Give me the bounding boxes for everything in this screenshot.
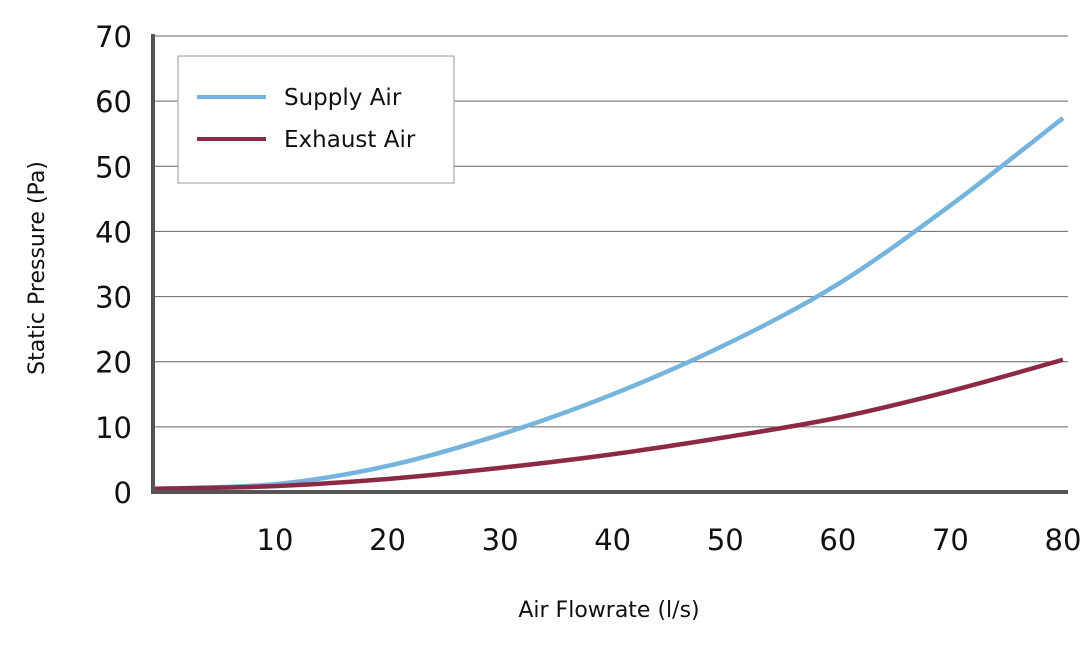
x-tick-label: 80 [1045, 523, 1082, 557]
x-tick-label: 20 [369, 523, 406, 557]
legend-label-supply-air: Supply Air [284, 85, 402, 111]
x-tick-label: 50 [707, 523, 744, 557]
y-tick-label: 0 [114, 476, 132, 510]
x-tick-label: 60 [819, 523, 856, 557]
x-tick-label: 70 [932, 523, 969, 557]
y-tick-label: 10 [95, 411, 132, 445]
x-tick-label: 10 [257, 523, 294, 557]
y-tick-label: 50 [95, 150, 132, 184]
series-line-exhaust-air [153, 357, 1064, 491]
legend-box [177, 55, 455, 184]
series-line-supply-air [153, 116, 1065, 491]
y-tick-labels: 0 10 20 30 40 50 60 70 [95, 20, 132, 510]
y-axis-label: Static Pressure (Pa) [25, 161, 50, 375]
y-tick-label: 60 [95, 85, 132, 119]
legend-label-exhaust-air: Exhaust Air [284, 127, 416, 153]
x-tick-label: 30 [482, 523, 519, 557]
y-tick-label: 20 [95, 346, 132, 380]
x-tick-labels: 10 20 30 40 50 60 70 80 [257, 523, 1082, 557]
series-lines [153, 116, 1065, 491]
y-tick-label: 40 [95, 215, 132, 249]
x-tick-label: 40 [594, 523, 631, 557]
legend: Supply Air Exhaust Air [177, 55, 455, 184]
y-tick-label: 70 [95, 20, 132, 54]
y-tick-label: 30 [95, 281, 132, 315]
x-axis-label: Air Flowrate (l/s) [518, 598, 699, 623]
